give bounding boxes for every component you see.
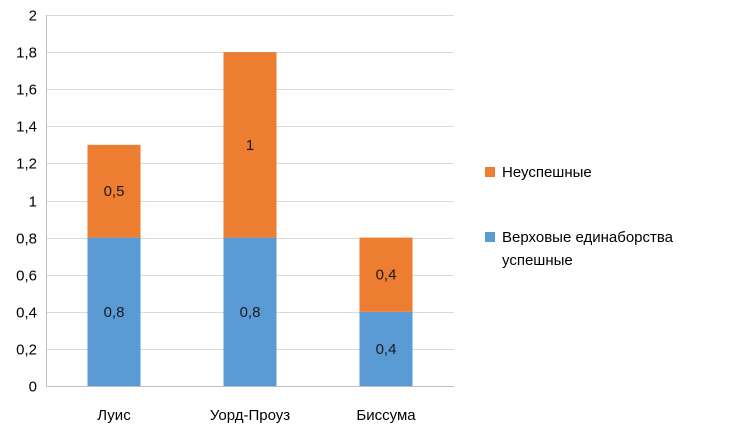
x-category-label: Луис — [97, 407, 131, 424]
x-category-label: Биссума — [356, 407, 416, 424]
y-tick-label: 2 — [29, 8, 37, 25]
bars — [87, 52, 413, 386]
legend-swatch — [485, 167, 495, 177]
bar-segment — [359, 311, 413, 386]
data-label: 0,5 — [104, 183, 125, 200]
y-tick-label: 1,6 — [16, 82, 37, 99]
y-tick-label: 1,2 — [16, 156, 37, 173]
y-tick-label: 0,6 — [16, 268, 37, 285]
data-label: 0,4 — [376, 267, 397, 284]
y-tick-label: 1,8 — [16, 45, 37, 62]
y-tick-label: 1 — [29, 194, 37, 211]
x-category-label: Уорд-Проуз — [210, 407, 290, 424]
y-tick-label: 1,4 — [16, 119, 37, 136]
y-tick-label: 0,4 — [16, 305, 37, 322]
legend: Неуспешные Верховые единаборства успешные — [485, 164, 674, 269]
data-labels: 0,8 0,5 0,8 1 0,4 0,4 — [104, 137, 397, 358]
bar-segment — [223, 237, 277, 386]
data-label: 0,4 — [376, 341, 397, 358]
y-tick-label: 0,8 — [16, 231, 37, 248]
legend-swatch — [485, 232, 495, 242]
y-tick-label: 0 — [29, 379, 37, 396]
axes — [46, 15, 454, 387]
bar-segment — [223, 52, 277, 238]
bar-segment — [359, 237, 413, 312]
bar-segment — [87, 144, 141, 238]
legend-label: Верховые единаборства успешные — [502, 229, 674, 269]
bar-segment — [87, 237, 141, 386]
data-label: 0,8 — [104, 304, 125, 321]
x-axis-category-labels: Луис Уорд-Проуз Биссума — [97, 407, 416, 424]
y-axis-tick-labels: 0 0,2 0,4 0,6 0,8 1 1,2 1,4 1,6 1,8 2 — [16, 8, 37, 396]
data-label: 1 — [246, 137, 254, 154]
legend-label: Неуспешные — [502, 164, 592, 181]
y-tick-label: 0,2 — [16, 342, 37, 359]
data-label: 0,8 — [240, 304, 261, 321]
